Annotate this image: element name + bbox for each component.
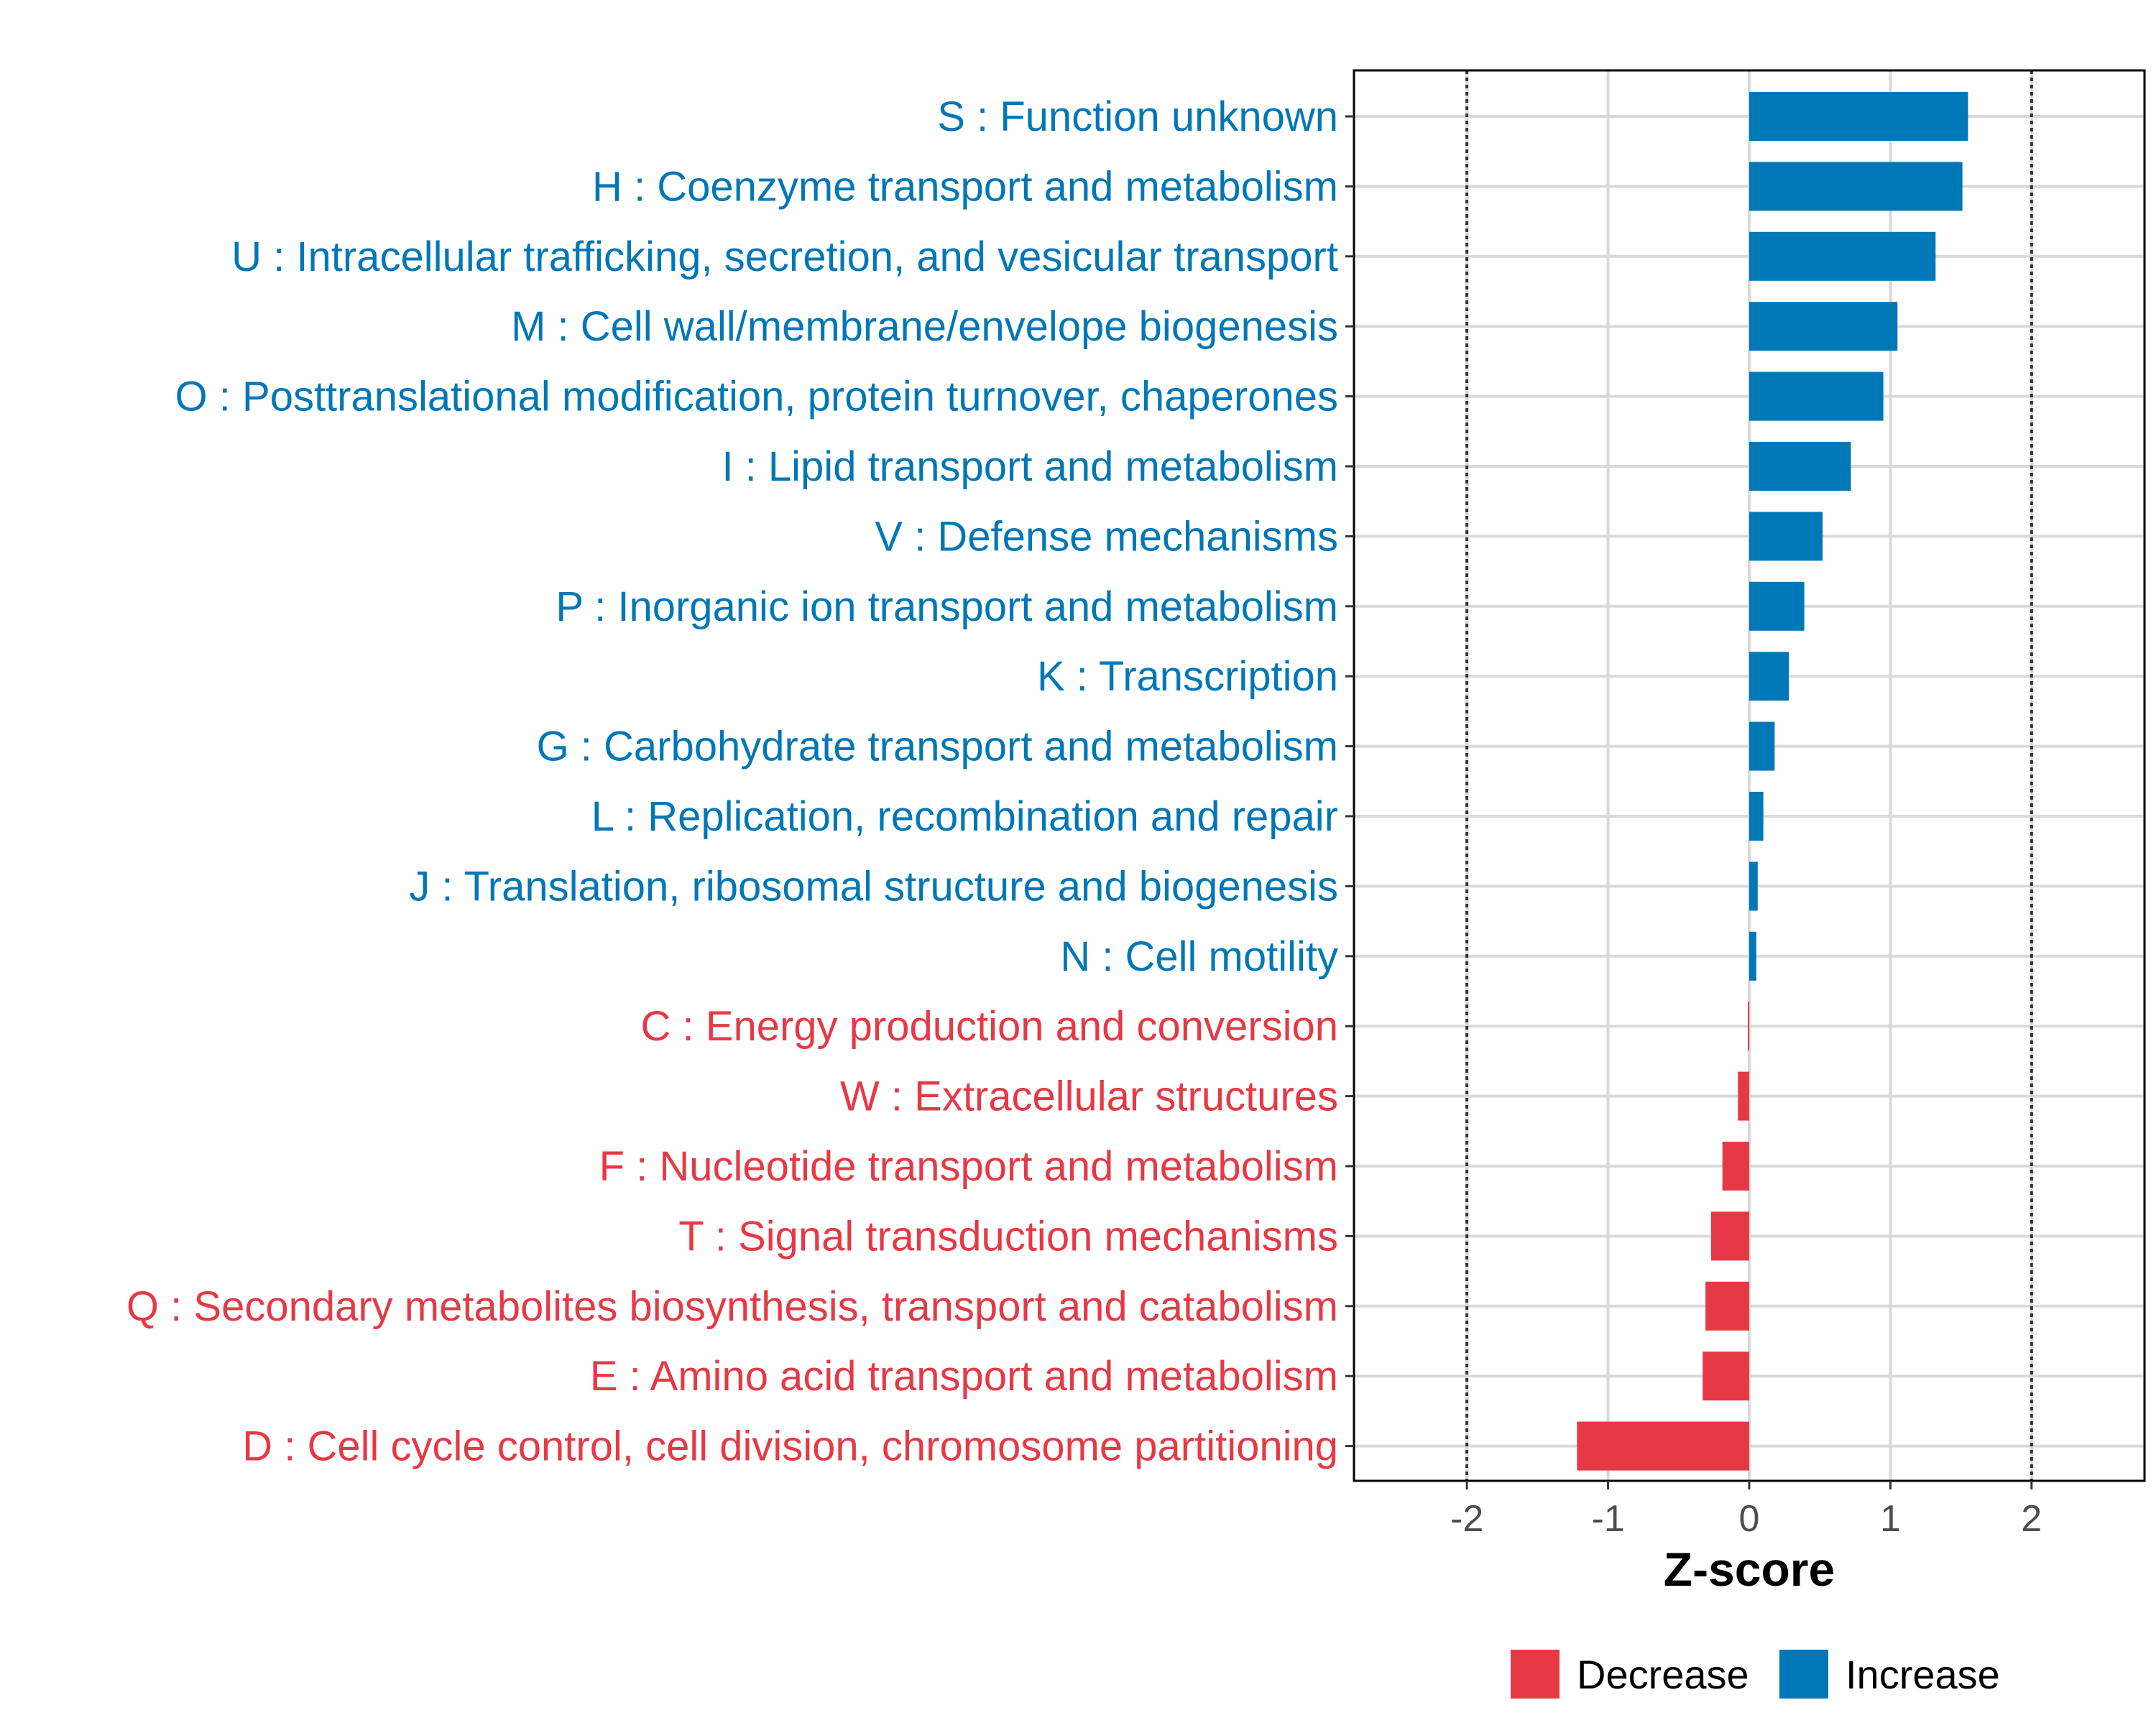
category-label-9: G : Carbohydrate transport and metabolis…	[537, 724, 1338, 770]
category-label-4: O : Posttranslational modification, prot…	[175, 374, 1338, 420]
category-label-3: M : Cell wall/membrane/envelope biogenes…	[511, 303, 1338, 350]
category-label-16: T : Signal transduction mechanisms	[678, 1213, 1338, 1260]
x-tick-label-0: -2	[1450, 1498, 1483, 1540]
bar-11	[1749, 861, 1758, 911]
bar-16	[1710, 1211, 1749, 1261]
y-axis-labels: S : Function unknown H : Coenzyme transpo…	[126, 93, 1338, 1470]
bar-14	[1738, 1071, 1749, 1121]
bars	[1577, 92, 1968, 1471]
legend-swatch-increase	[1779, 1650, 1828, 1699]
bar-15	[1722, 1142, 1749, 1191]
x-axis-ticks	[1465, 1481, 2033, 1489]
bar-9	[1749, 721, 1775, 771]
bar-12	[1749, 931, 1756, 981]
y-axis-ticks	[1345, 115, 1354, 1448]
bar-7	[1749, 581, 1805, 631]
bar-6	[1749, 512, 1823, 561]
category-label-17: Q : Secondary metabolites biosynthesis, …	[126, 1283, 1338, 1330]
category-label-2: U : Intracellular trafficking, secretion…	[231, 234, 1338, 280]
category-label-5: I : Lipid transport and metabolism	[722, 443, 1338, 490]
legend-label-decrease: Decrease	[1577, 1652, 1749, 1697]
category-label-14: W : Extracellular structures	[840, 1073, 1338, 1120]
bar-3	[1749, 302, 1898, 351]
bar-5	[1749, 442, 1851, 491]
category-label-13: C : Energy production and conversion	[641, 1003, 1338, 1050]
category-label-12: N : Cell motility	[1060, 933, 1338, 980]
x-tick-label-4: 2	[2021, 1498, 2042, 1540]
category-label-10: L : Replication, recombination and repai…	[591, 793, 1338, 840]
bar-10	[1749, 792, 1764, 841]
x-axis-title: Z-score	[1664, 1543, 1835, 1596]
legend-swatch-decrease	[1511, 1650, 1560, 1699]
bar-1	[1749, 162, 1963, 211]
bar-18	[1703, 1352, 1749, 1401]
legend-label-increase: Increase	[1846, 1652, 2000, 1697]
bar-4	[1749, 371, 1884, 421]
bar-0	[1749, 92, 1968, 141]
category-label-15: F : Nucleotide transport and metabolism	[599, 1143, 1338, 1190]
category-label-8: K : Transcription	[1037, 653, 1338, 700]
category-label-18: E : Amino acid transport and metabolism	[590, 1353, 1338, 1400]
category-label-1: H : Coenzyme transport and metabolism	[592, 163, 1338, 210]
x-tick-label-2: 0	[1739, 1498, 1760, 1540]
bar-13	[1748, 1002, 1750, 1051]
x-axis-labels: -2 -1 0 1 2	[1450, 1498, 2042, 1540]
reference-lines	[1465, 70, 2033, 1481]
category-label-19: D : Cell cycle control, cell division, c…	[242, 1423, 1338, 1470]
category-label-6: V : Defense mechanisms	[875, 513, 1338, 560]
category-label-0: S : Function unknown	[937, 93, 1338, 140]
x-tick-label-3: 1	[1880, 1498, 1901, 1540]
bar-2	[1749, 231, 1936, 281]
x-tick-label-1: -1	[1591, 1498, 1624, 1540]
category-label-11: J : Translation, ribosomal structure and…	[409, 863, 1338, 910]
bar-17	[1705, 1281, 1749, 1331]
category-label-7: P : Inorganic ion transport and metaboli…	[556, 583, 1338, 630]
legend: Decrease Increase	[1511, 1650, 2000, 1699]
bar-8	[1749, 652, 1789, 701]
bar-19	[1577, 1421, 1749, 1471]
